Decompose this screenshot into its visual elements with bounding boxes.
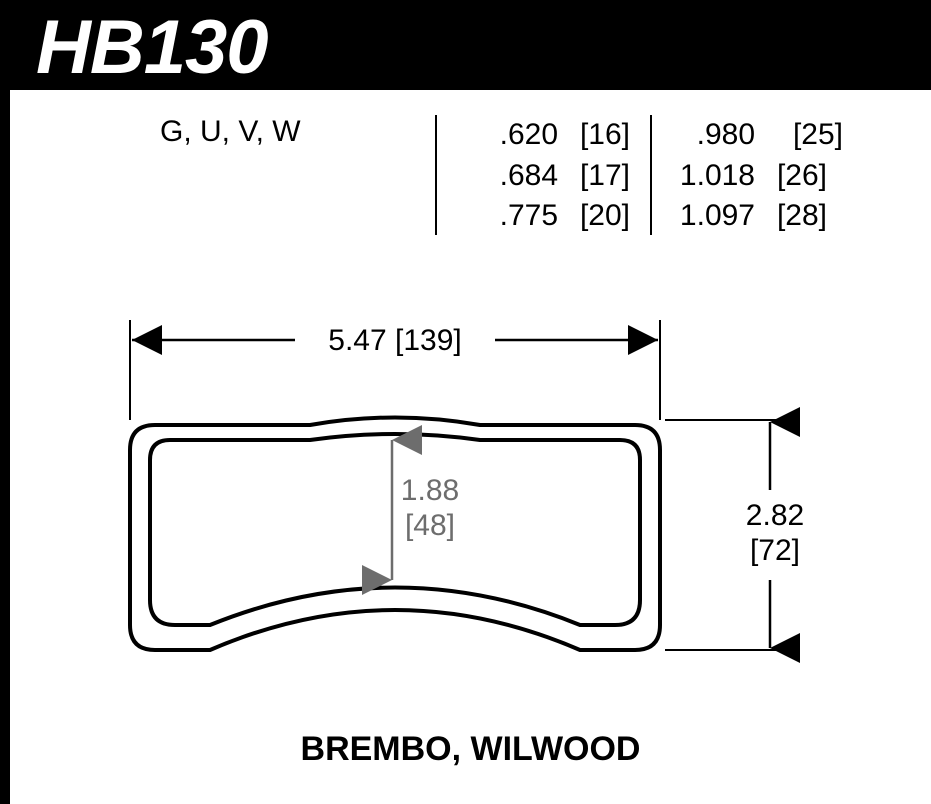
spec-row: .775 [20] [455,196,630,237]
spec-table: G, U, V, W .620 [16] .684 [17] .775 [20] .9… [10,115,931,255]
spec-mm: [25] [783,115,843,156]
spec-row: .684 [17] [455,156,630,197]
spec-row: .980 [25] [670,115,880,156]
header-bar: HB130 [0,0,931,90]
spec-inch: .775 [473,196,558,237]
dim-inner-mm: [48] [405,509,455,542]
content-area: G, U, V, W .620 [16] .684 [17] .775 [20] .9… [10,90,931,804]
spec-inch: .980 [670,115,755,156]
inner-pad [150,434,640,625]
spec-inch: 1.097 [670,196,755,237]
diagram-svg: 5.47 [139] 1.88 [48] 2.82 [72] [70,290,870,710]
spec-row: 1.097 [28] [670,196,880,237]
spec-divider-1 [435,115,437,235]
spec-mm: [17] [570,156,630,197]
spec-mm: [16] [570,115,630,156]
spec-column-1: .620 [16] .684 [17] .775 [20] [455,115,630,237]
spec-inch: 1.018 [670,156,755,197]
left-border [0,90,10,804]
dim-inner-inch: 1.88 [401,474,459,507]
dim-height-mm: [72] [750,534,800,567]
spec-mm: [20] [570,196,630,237]
spec-mm: [28] [767,196,827,237]
spec-row: .620 [16] [455,115,630,156]
outer-plate [130,418,660,651]
brands-label: BREMBO, WILWOOD [10,730,931,769]
dim-width-text: 5.47 [139] [328,324,461,357]
pad-diagram: 5.47 [139] 1.88 [48] 2.82 [72] [70,290,870,710]
spec-inch: .620 [473,115,558,156]
spec-mm: [26] [767,156,827,197]
compounds-label: G, U, V, W [160,115,301,149]
spec-inch: .684 [473,156,558,197]
spec-divider-2 [650,115,652,235]
part-number: HB130 [36,4,268,91]
spec-column-2: .980 [25] 1.018 [26] 1.097 [28] [670,115,880,237]
spec-row: 1.018 [26] [670,156,880,197]
page: HB130 G, U, V, W .620 [16] .684 [17] .775 [… [0,0,931,804]
dim-height-inch: 2.82 [746,499,804,532]
